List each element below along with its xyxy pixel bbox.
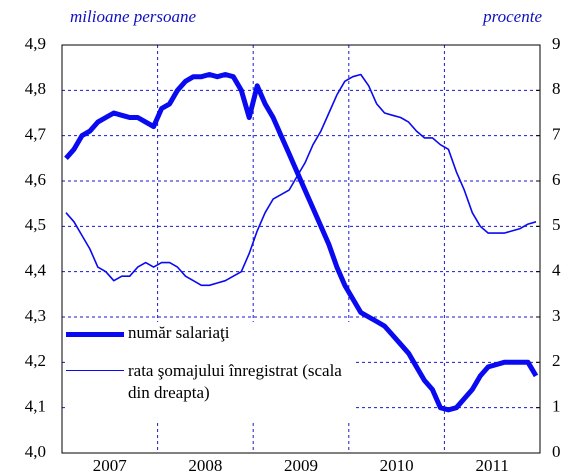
y2-axis-title: procente: [482, 7, 542, 26]
y2-tick-label: 7: [552, 125, 561, 144]
y2-tick-label: 2: [552, 351, 561, 370]
x-tick-label: 2007: [93, 456, 128, 475]
legend-swatch: [66, 370, 124, 371]
x-tick-label: 2011: [476, 456, 509, 475]
y2-tick-label: 8: [552, 79, 561, 98]
y-tick-label: 4,1: [25, 397, 46, 416]
y-tick-label: 4,9: [25, 34, 46, 53]
y-tick-label: 4,0: [25, 442, 46, 461]
plot-frame: [61, 44, 541, 454]
legend-entry: rata şomajului înregistrat (scala din dr…: [66, 360, 356, 404]
series-line: [64, 72, 539, 413]
x-tick-label: 2010: [380, 456, 414, 475]
y-tick-label: 4,2: [25, 351, 46, 370]
y2-tick-label: 9: [552, 34, 561, 53]
y2-tick-label: 1: [552, 397, 561, 416]
legend: număr salariaţi rata şomajului înregistra…: [66, 322, 356, 420]
legend-entry: număr salariaţi: [66, 322, 356, 344]
y2-tick-label: 3: [552, 306, 561, 325]
y-tick-label: 4,5: [25, 215, 46, 234]
legend-label: rata şomajului înregistrat (scala din dr…: [128, 361, 342, 402]
legend-label: număr salariaţi: [128, 323, 230, 342]
legend-swatch: [66, 332, 124, 337]
x-tick-label: 2008: [188, 456, 222, 475]
y-tick-label: 4,3: [25, 306, 46, 325]
y-axis-title: milioane persoane: [70, 7, 197, 26]
x-tick-label: 2009: [284, 456, 318, 475]
y2-tick-label: 0: [552, 442, 561, 461]
y-tick-label: 4,6: [25, 170, 46, 189]
y2-tick-label: 6: [552, 170, 561, 189]
y2-tick-label: 5: [552, 215, 561, 234]
series-line: [65, 73, 537, 287]
y-tick-label: 4,8: [25, 79, 46, 98]
y2-tick-label: 4: [552, 261, 561, 280]
y-tick-label: 4,7: [25, 125, 47, 144]
y-tick-label: 4,4: [25, 261, 47, 280]
